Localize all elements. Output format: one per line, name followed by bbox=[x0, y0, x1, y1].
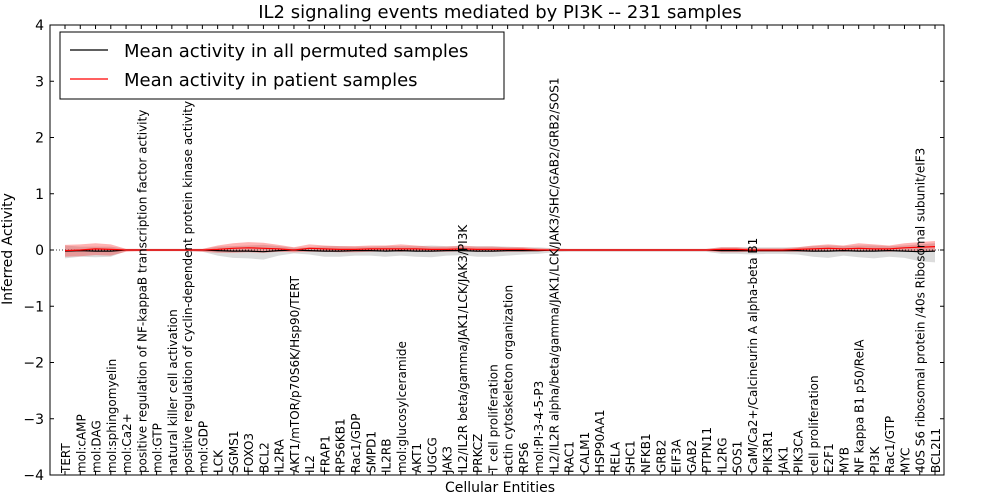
x-tick-label: T cell proliferation bbox=[486, 364, 500, 474]
legend: Mean activity in all permuted samples Me… bbox=[59, 31, 505, 100]
x-tick-label: mol:GTP bbox=[151, 423, 165, 473]
x-tick-label: CALM1 bbox=[578, 432, 592, 473]
x-tick-label: NFKB1 bbox=[639, 433, 653, 473]
x-tick-label: Rac1/GDP bbox=[349, 414, 363, 473]
x-tick-label: MYC bbox=[899, 448, 913, 473]
x-tick-label: IL2RG bbox=[715, 437, 729, 473]
y-tick-label: 2 bbox=[35, 131, 44, 147]
x-tick-label: IL2RA bbox=[273, 438, 287, 473]
x-tick-label: PRKCZ bbox=[471, 434, 485, 473]
y-tick-label: −1 bbox=[23, 299, 44, 315]
x-tick-label: NF kappa B1 p50/RelA bbox=[853, 339, 867, 473]
x-tick-label: mol:DAG bbox=[90, 420, 104, 473]
y-tick-label: 3 bbox=[35, 74, 44, 90]
y-tick-label: −4 bbox=[23, 468, 44, 484]
y-tick-label: −2 bbox=[23, 356, 44, 372]
x-tick-label: actin cytoskeleton organization bbox=[502, 285, 516, 473]
x-tick-label: LCK bbox=[212, 449, 226, 473]
x-tick-label: IL2RB bbox=[380, 439, 394, 473]
y-axis-label: Inferred Activity bbox=[0, 193, 16, 305]
x-tick-label: IL2 bbox=[303, 455, 317, 473]
x-tick-label: PIK3R1 bbox=[761, 431, 775, 473]
chart-title: IL2 signaling events mediated by PI3K --… bbox=[258, 2, 742, 23]
x-tick-label: SGMS1 bbox=[227, 430, 241, 473]
x-tick-label: cell proliferation bbox=[807, 375, 821, 473]
x-tick-label: PTPN11 bbox=[700, 427, 714, 473]
y-tick-label: 0 bbox=[35, 243, 44, 259]
x-tick-label: E2F1 bbox=[822, 443, 836, 473]
x-tick-label: AKT1/mTOR/p70S6K/Hsp90/TERT bbox=[288, 275, 302, 473]
x-tick-label: MYB bbox=[837, 447, 851, 473]
x-tick-label: EIF3A bbox=[670, 438, 684, 473]
x-tick-label: mol:cAMP bbox=[74, 414, 88, 473]
x-axis-label: Cellular Entities bbox=[445, 480, 555, 496]
legend-label-permuted: Mean activity in all permuted samples bbox=[124, 41, 468, 62]
x-tick-label: RPS6KB1 bbox=[334, 418, 348, 473]
x-tick-label: TERT bbox=[59, 443, 73, 474]
x-tick-label: GRB2 bbox=[654, 440, 668, 474]
x-tick-label: BCL2 bbox=[257, 442, 271, 473]
x-tick-label: GAB2 bbox=[685, 440, 699, 473]
x-tick-label: RELA bbox=[609, 441, 623, 473]
x-tick-label: JAK1 bbox=[776, 446, 790, 474]
x-tick-label: positive regulation of cyclin-dependent … bbox=[181, 101, 195, 473]
x-tick-label: SHC1 bbox=[624, 440, 638, 473]
x-tick-label: mol:Ca2+ bbox=[120, 413, 134, 473]
x-tick-label: Rac1/GTP bbox=[883, 416, 897, 473]
x-tick-label: mol:GDP bbox=[196, 421, 210, 473]
x-tick-label: IL2/IL2R alpha/beta/gamma/JAK1/LCK/JAK3/… bbox=[547, 77, 561, 473]
x-tick-label: HSP90AA1 bbox=[593, 409, 607, 473]
legend-frame bbox=[59, 31, 505, 100]
x-tick-label: AKT1 bbox=[410, 443, 424, 473]
y-tick-label: 1 bbox=[35, 187, 44, 203]
x-tick-label: PI3K bbox=[868, 446, 882, 473]
x-tick-label: RPS6 bbox=[517, 442, 531, 473]
x-tick-label: 40S S6 ribosomal protein /40s Ribosomal … bbox=[914, 148, 928, 473]
x-tick-label: UGCG bbox=[425, 437, 439, 473]
band-permuted bbox=[65, 243, 935, 263]
x-tick-label: positive regulation of NF-kappaB transcr… bbox=[135, 110, 149, 473]
x-tick-label: mol:PI-3-4-5-P3 bbox=[532, 381, 546, 473]
x-tick-label: JAK3 bbox=[441, 446, 455, 474]
line-patient bbox=[64, 246, 936, 252]
y-tick-label: −3 bbox=[23, 412, 44, 428]
legend-label-patient: Mean activity in patient samples bbox=[124, 70, 418, 91]
y-tick-label: 4 bbox=[35, 18, 44, 34]
x-tick-label: mol:glucosylceramide bbox=[395, 341, 409, 473]
plot-area: −4 −3 −2 −1 0 1 2 3 4 TERT mol:cAMP mol:DAG mol:sphi… bbox=[23, 18, 945, 484]
x-tick-label: PIK3CA bbox=[792, 429, 806, 473]
x-tick-label: natural killer cell activation bbox=[166, 309, 180, 473]
x-tick-label: mol:sphingomyelin bbox=[105, 359, 119, 473]
x-tick-label: CaM/Ca2+/Calcineurin A alpha-beta B1 bbox=[746, 238, 760, 473]
x-tick-label: SOS1 bbox=[731, 441, 745, 473]
x-tick-label: BCL2L1 bbox=[929, 428, 943, 473]
x-tick-label: IL2/IL2R beta/gamma/JAK1/LCK/JAK3/PI3K bbox=[456, 224, 470, 473]
x-tick-label: RAC1 bbox=[563, 441, 577, 473]
x-tick-label: FRAP1 bbox=[319, 435, 333, 473]
x-tick-label: SMPD1 bbox=[364, 431, 378, 473]
x-tick-label: FOXO3 bbox=[242, 433, 256, 473]
